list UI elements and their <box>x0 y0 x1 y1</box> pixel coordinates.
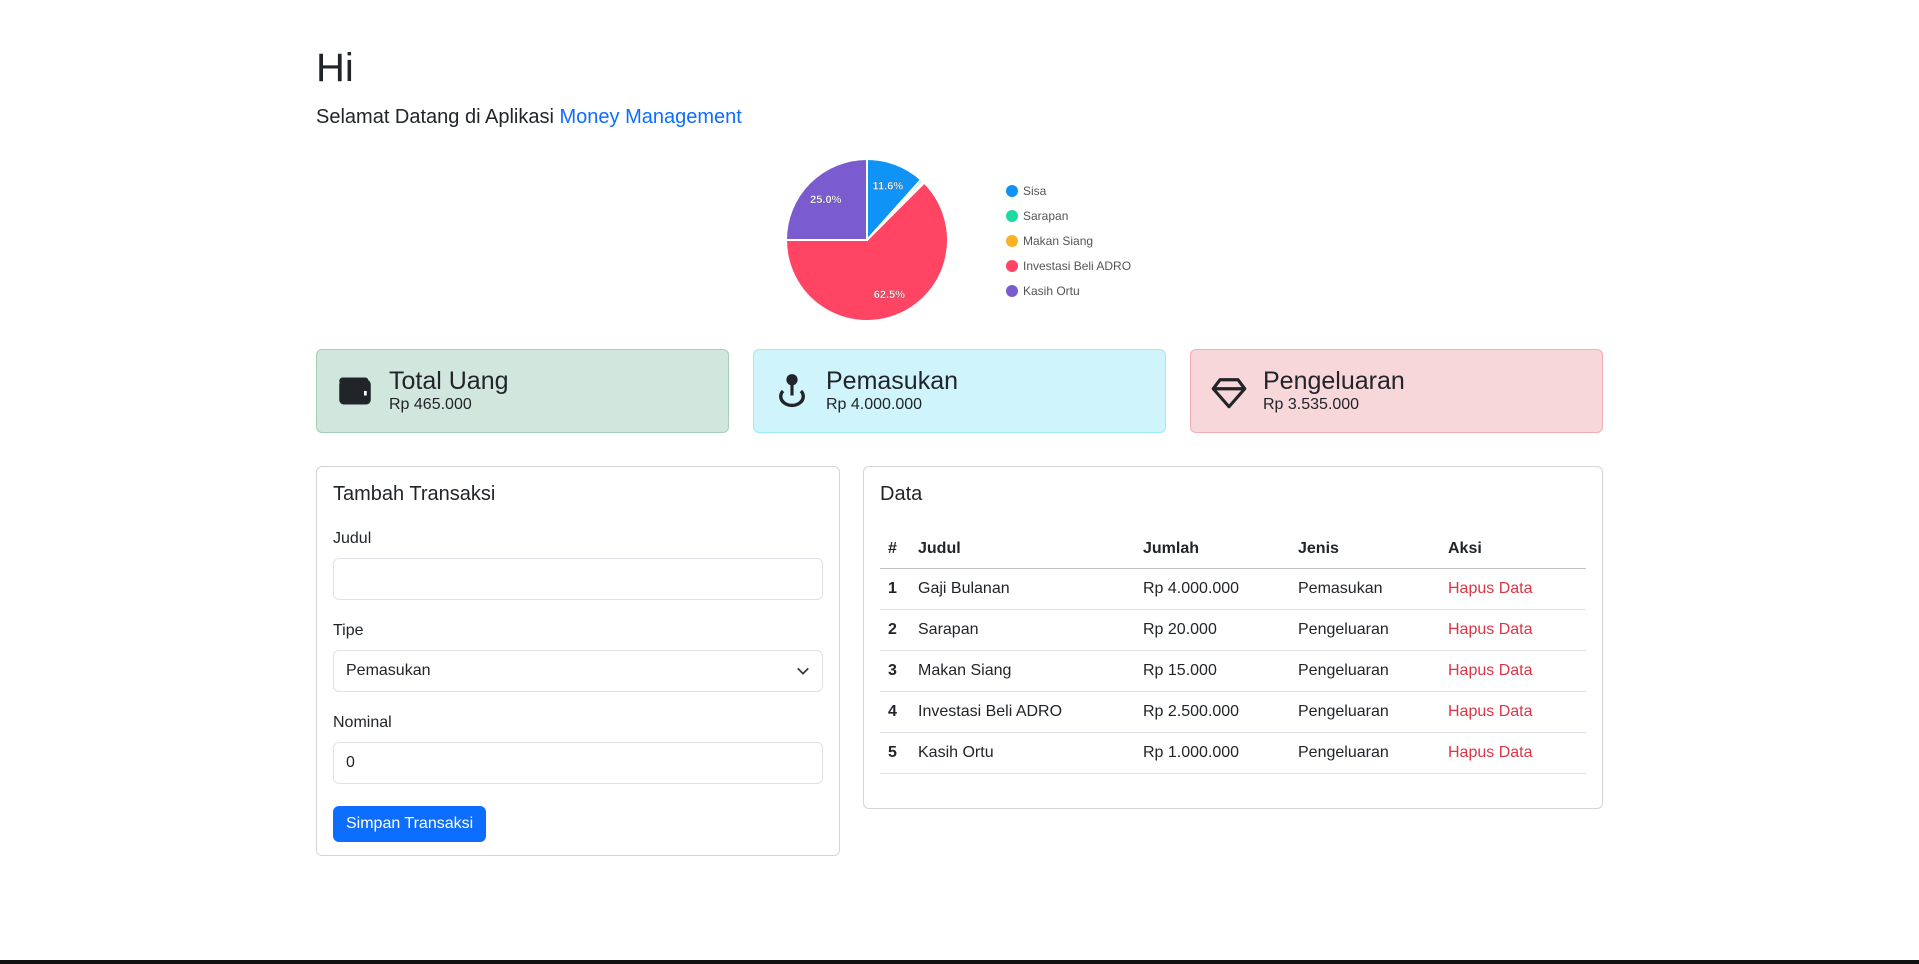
tipe-label: Tipe <box>333 622 364 639</box>
card-value: Rp 4.000.000 <box>826 395 923 413</box>
card-total-uang: Total Uang Rp 465.000 <box>316 349 729 433</box>
card-value: Rp 465.000 <box>389 395 472 413</box>
legend-swatch <box>1006 184 1018 197</box>
nominal-value: 0 <box>346 754 355 771</box>
legend-swatch <box>1006 234 1018 247</box>
legend-item[interactable]: Makan Siang <box>1006 228 1131 253</box>
chevron-down-icon <box>797 667 809 675</box>
welcome-text: Selamat Datang di Aplikasi Money Managem… <box>316 106 742 129</box>
column-header: Jumlah <box>1135 530 1290 569</box>
add-transaction-panel: Tambah Transaksi Judul Tipe Pemasukan No… <box>316 466 840 856</box>
legend-swatch <box>1006 209 1018 222</box>
legend-swatch <box>1006 259 1018 272</box>
table-cell: Rp 4.000.000 <box>1135 568 1290 610</box>
pie-slice[interactable] <box>786 181 949 322</box>
legend-label: Kasih Ortu <box>1023 283 1080 298</box>
table-cell: Sarapan <box>910 609 1135 651</box>
welcome-prefix: Selamat Datang di Aplikasi <box>316 106 554 128</box>
data-panel: Data # Judul Jumlah Jenis Aksi 1 Gaji Bulanan… <box>863 466 1603 809</box>
table-cell: Rp 1.000.000 <box>1135 732 1290 774</box>
nominal-label: Nominal <box>333 714 392 731</box>
delete-link[interactable]: Hapus Data <box>1440 609 1586 651</box>
table-cell: Gaji Bulanan <box>910 568 1135 610</box>
legend-item[interactable]: Investasi Beli ADRO <box>1006 253 1131 278</box>
bottom-bar <box>0 960 1919 964</box>
page-title: Hi <box>316 46 354 90</box>
pie-chart: 11.6% 62.5% 25.0% <box>786 157 949 322</box>
table-cell: 4 <box>880 691 910 733</box>
legend-item[interactable]: Sarapan <box>1006 203 1131 228</box>
gem-icon <box>1211 378 1247 409</box>
judul-input[interactable] <box>333 558 823 600</box>
table-cell: 5 <box>880 732 910 774</box>
delete-link[interactable]: Hapus Data <box>1440 650 1586 692</box>
legend-label: Makan Siang <box>1023 233 1094 248</box>
form-title: Tambah Transaksi <box>333 483 496 505</box>
table-cell: Makan Siang <box>910 650 1135 692</box>
column-header: Judul <box>910 530 1135 569</box>
pie-data-label: 62.5% <box>874 289 905 301</box>
pie-slice[interactable] <box>786 157 868 241</box>
table-row: 4 Investasi Beli ADRO Rp 2.500.000 Pengelua… <box>880 691 1586 733</box>
save-transaction-button[interactable]: Simpan Transaksi <box>333 806 487 842</box>
column-header: # <box>880 530 910 569</box>
table-cell: 2 <box>880 609 910 651</box>
pie-data-label: 25.0% <box>810 194 841 206</box>
chart-legend: Sisa Sarapan Makan Siang Investasi Beli ADR… <box>1006 178 1131 303</box>
card-pemasukan: Pemasukan Rp 4.000.000 <box>753 349 1166 433</box>
legend-label: Sisa <box>1023 183 1047 198</box>
pin-map-icon <box>779 374 805 408</box>
table-cell: Investasi Beli ADRO <box>910 691 1135 733</box>
transactions-table: # Judul Jumlah Jenis Aksi 1 Gaji Bulanan Rp 4.… <box>880 530 1586 774</box>
table-title: Data <box>880 483 923 505</box>
table-row: 1 Gaji Bulanan Rp 4.000.000 Pemasukan Hapus … <box>880 568 1586 610</box>
nominal-input[interactable]: 0 <box>333 742 823 784</box>
card-title: Pemasukan <box>826 367 959 396</box>
judul-label: Judul <box>333 530 372 547</box>
card-pengeluaran: Pengeluaran Rp 3.535.000 <box>1190 349 1603 433</box>
legend-item[interactable]: Sisa <box>1006 178 1131 203</box>
table-cell: Pengeluaran <box>1290 650 1440 692</box>
table-cell: 3 <box>880 650 910 692</box>
table-row: 2 Sarapan Rp 20.000 Pengeluaran Hapus Data <box>880 609 1586 651</box>
pie-data-label: 11.6% <box>873 181 904 193</box>
table-cell: 1 <box>880 568 910 610</box>
legend-item[interactable]: Kasih Ortu <box>1006 278 1131 303</box>
table-cell: Pemasukan <box>1290 568 1440 610</box>
legend-label: Sarapan <box>1023 208 1069 223</box>
table-cell: Pengeluaran <box>1290 732 1440 774</box>
table-cell: Pengeluaran <box>1290 691 1440 733</box>
delete-link[interactable]: Hapus Data <box>1440 691 1586 733</box>
tipe-select[interactable]: Pemasukan <box>333 650 823 692</box>
card-value: Rp 3.535.000 <box>1263 395 1360 413</box>
delete-link[interactable]: Hapus Data <box>1440 568 1586 610</box>
table-cell: Rp 20.000 <box>1135 609 1290 651</box>
column-header: Aksi <box>1440 530 1586 569</box>
wallet-icon <box>339 377 371 405</box>
card-title: Pengeluaran <box>1263 367 1405 396</box>
table-cell: Pengeluaran <box>1290 609 1440 651</box>
table-cell: Rp 15.000 <box>1135 650 1290 692</box>
legend-label: Investasi Beli ADRO <box>1023 258 1132 273</box>
app-name-link[interactable]: Money Management <box>559 106 742 128</box>
legend-swatch <box>1006 284 1018 297</box>
table-row: 3 Makan Siang Rp 15.000 Pengeluaran Hapus Da… <box>880 650 1586 692</box>
column-header: Jenis <box>1290 530 1440 569</box>
table-row: 5 Kasih Ortu Rp 1.000.000 Pengeluaran Hapus … <box>880 732 1586 774</box>
tipe-value: Pemasukan <box>346 662 431 679</box>
card-title: Total Uang <box>389 367 509 396</box>
delete-link[interactable]: Hapus Data <box>1440 732 1586 774</box>
table-cell: Rp 2.500.000 <box>1135 691 1290 733</box>
table-cell: Kasih Ortu <box>910 732 1135 774</box>
